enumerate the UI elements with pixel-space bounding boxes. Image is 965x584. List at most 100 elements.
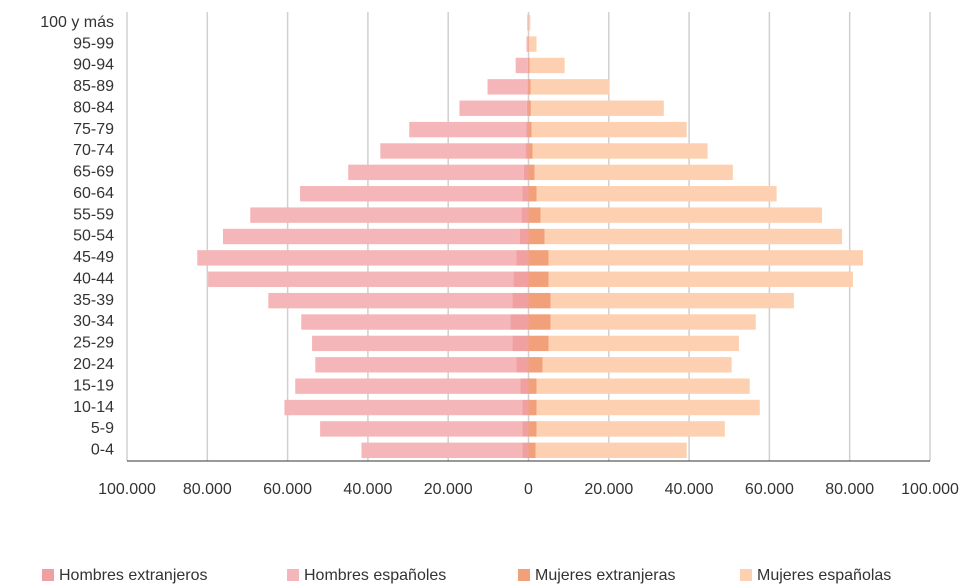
- bar: [528, 121, 532, 138]
- bar: [544, 228, 843, 245]
- x-tick-label: 100.000: [901, 481, 959, 498]
- bar: [525, 143, 529, 159]
- legend-swatch: [740, 569, 752, 581]
- bar: [521, 207, 529, 223]
- y-tick-label: 60-64: [73, 185, 114, 202]
- bar: [528, 164, 535, 181]
- bar: [528, 250, 549, 266]
- y-tick-label: 5-9: [91, 420, 114, 437]
- x-tick-label: 80.000: [183, 481, 232, 498]
- bar: [459, 100, 527, 116]
- bar: [487, 79, 528, 95]
- y-tick-label: 15-19: [73, 377, 114, 394]
- y-tick-label: 20-24: [73, 356, 114, 373]
- bar: [320, 421, 523, 437]
- x-tick-label: 60.000: [263, 481, 312, 498]
- bar: [528, 357, 543, 373]
- x-tick-label: 80.000: [825, 481, 874, 498]
- bar: [528, 271, 549, 287]
- bar: [516, 250, 529, 266]
- bar: [536, 378, 750, 394]
- bar: [530, 79, 610, 95]
- bar: [528, 57, 530, 74]
- y-tick-label: 100 y más: [40, 14, 114, 31]
- bar: [301, 314, 511, 330]
- bar: [526, 121, 529, 138]
- bar: [532, 143, 708, 159]
- x-tick-label: 0: [524, 481, 533, 498]
- legend-swatch: [518, 569, 530, 581]
- bar: [512, 335, 529, 352]
- bar: [531, 121, 687, 138]
- bar: [519, 228, 529, 245]
- bar: [528, 79, 531, 95]
- bar: [534, 164, 733, 181]
- x-tick-label: 40.000: [343, 481, 392, 498]
- y-tick-label: 40-44: [73, 270, 114, 287]
- bar: [268, 292, 513, 309]
- bar: [523, 164, 529, 181]
- bar: [548, 271, 853, 287]
- bar: [295, 378, 521, 394]
- bar: [542, 357, 732, 373]
- y-tick-label: 50-54: [73, 228, 114, 245]
- bar: [528, 36, 537, 52]
- bar: [535, 442, 687, 459]
- bar: [548, 335, 739, 352]
- y-tick-label: 75-79: [73, 121, 114, 138]
- y-tick-label: 90-94: [73, 57, 114, 74]
- y-tick-label: 70-74: [73, 142, 114, 159]
- bar: [516, 357, 529, 373]
- bar: [348, 164, 524, 181]
- bar: [528, 14, 531, 31]
- bar: [528, 399, 537, 416]
- bar: [526, 100, 529, 116]
- bar: [515, 57, 528, 74]
- bar: [528, 378, 537, 394]
- legend-label: Mujeres españolas: [757, 567, 891, 584]
- bar: [520, 378, 529, 394]
- y-tick-label: 45-49: [73, 249, 114, 266]
- bar: [528, 292, 551, 309]
- bar: [222, 228, 520, 245]
- bar: [380, 143, 526, 159]
- bar: [513, 271, 529, 287]
- legend-swatch: [287, 569, 299, 581]
- bar: [528, 186, 537, 202]
- bar: [529, 57, 565, 74]
- bar: [528, 442, 536, 459]
- bar: [522, 442, 529, 459]
- y-tick-label: 95-99: [73, 35, 114, 52]
- bar: [530, 100, 664, 116]
- bar: [522, 421, 529, 437]
- bar: [361, 442, 523, 459]
- bar: [536, 421, 725, 437]
- bar: [528, 100, 531, 116]
- y-tick-label: 10-14: [73, 399, 114, 416]
- bar: [315, 357, 517, 373]
- y-tick-label: 25-29: [73, 335, 114, 352]
- bar: [536, 186, 777, 202]
- legend-swatch: [42, 569, 54, 581]
- legend-label: Mujeres extranjeras: [535, 567, 676, 584]
- bar: [284, 399, 523, 416]
- bar: [548, 250, 863, 266]
- bar: [250, 207, 522, 223]
- bar: [526, 36, 529, 52]
- y-tick-label: 0-4: [91, 442, 114, 459]
- y-tick-label: 30-34: [73, 313, 114, 330]
- legend-label: Hombres extranjeros: [59, 567, 208, 584]
- bar: [409, 121, 527, 138]
- bar: [510, 314, 529, 330]
- y-tick-label: 80-84: [73, 99, 114, 116]
- bar: [550, 292, 794, 309]
- bar: [197, 250, 517, 266]
- bar: [528, 421, 537, 437]
- bar: [527, 14, 529, 31]
- bar: [527, 79, 529, 95]
- bar: [528, 228, 545, 245]
- x-tick-label: 20.000: [424, 481, 473, 498]
- bar: [312, 335, 513, 352]
- bar: [527, 57, 529, 74]
- bar: [550, 314, 756, 330]
